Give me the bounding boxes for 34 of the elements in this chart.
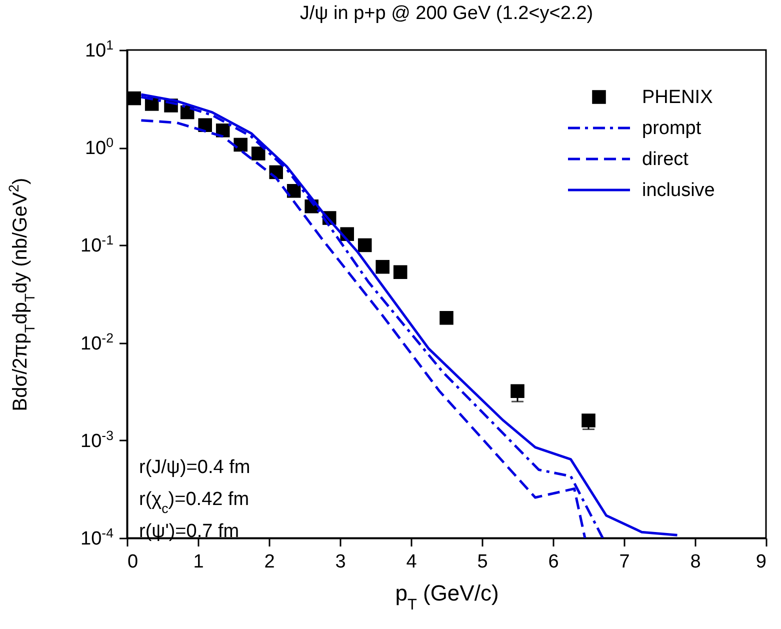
annotation: r(J/ψ)=0.4 fm xyxy=(139,457,250,478)
x-tick-label: 3 xyxy=(335,552,346,572)
point xyxy=(358,238,372,252)
chart-title: J/ψ in p+p @ 200 GeV (1.2<y<2.2) xyxy=(300,3,594,24)
x-tick-label: 0 xyxy=(128,552,138,572)
y-tick-label: 10$^{0}$ xyxy=(84,134,114,160)
x-tick-label: 5 xyxy=(477,552,488,572)
y-tick-label: 10$^{1}$ xyxy=(84,37,114,62)
y-tick-label: 10$^{-4}$ xyxy=(80,525,114,550)
point xyxy=(198,118,212,132)
x-tick-label: 4 xyxy=(406,552,418,572)
point xyxy=(286,184,301,198)
y-tick-label: 10$^{-3}$ xyxy=(80,427,114,452)
point xyxy=(376,260,390,274)
x-tick-label: 1 xyxy=(193,552,204,572)
x-axis-title: p$_{T}$ (GeV/c) xyxy=(395,580,499,613)
legend-label: PHENIX xyxy=(642,87,714,108)
legend-label: direct xyxy=(642,149,690,170)
x-tick-label: 7 xyxy=(619,552,630,572)
point xyxy=(393,265,408,280)
x-tick-label: 2 xyxy=(264,552,275,572)
x-tick-label: 9 xyxy=(756,552,766,572)
y-tick-label: 10$^{-1}$ xyxy=(80,232,114,257)
legend-label: inclusive xyxy=(642,180,715,201)
y-tick-label: 10$^{-2}$ xyxy=(80,330,114,354)
legend-label: prompt xyxy=(642,118,702,139)
point xyxy=(127,91,141,106)
point xyxy=(251,146,266,160)
x-tick-label: 6 xyxy=(548,552,559,572)
point xyxy=(234,138,248,152)
annotation: r(ψ')=0.7 fm xyxy=(139,521,240,542)
point xyxy=(440,310,454,325)
x-tick-label: 8 xyxy=(690,552,701,572)
annotation: r(χ$_{c}$)=0.42 fm xyxy=(139,489,250,516)
